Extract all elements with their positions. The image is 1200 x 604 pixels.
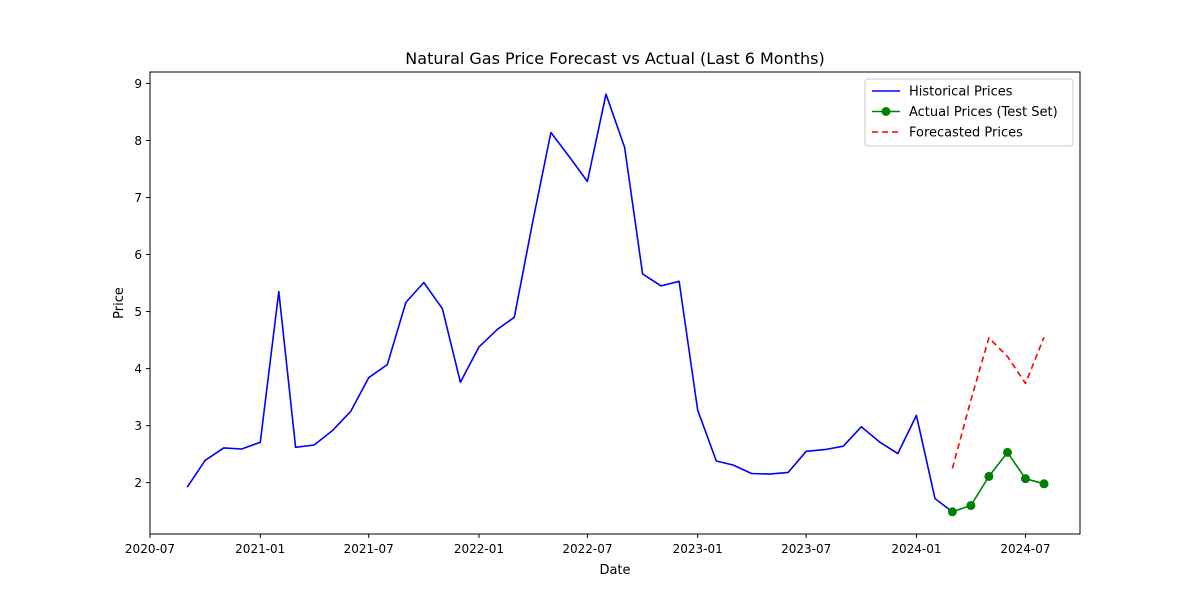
x-tick-label: 2021-07 <box>344 542 394 556</box>
y-tick-label: 5 <box>134 305 142 319</box>
series-0 <box>186 93 953 513</box>
series-line <box>952 451 1045 513</box>
x-tick-label: 2022-07 <box>562 542 612 556</box>
legend-label: Actual Prices (Test Set) <box>909 105 1058 120</box>
data-point <box>1039 479 1049 489</box>
x-tick-label: 2024-01 <box>891 542 941 556</box>
x-tick-label: 2022-01 <box>454 542 504 556</box>
legend: Historical Prices Actual Prices (Test Set… <box>864 78 1074 147</box>
data-point <box>947 507 957 517</box>
y-tick-label: 7 <box>134 191 142 205</box>
y-tick-label: 6 <box>134 248 142 262</box>
x-tick-label: 2021-01 <box>235 542 285 556</box>
x-tick-label: 2024-07 <box>1000 542 1050 556</box>
legend-item: Actual Prices (Test Set) <box>872 105 1058 120</box>
y-tick-label: 3 <box>134 419 142 433</box>
series-line <box>186 93 953 513</box>
series-1 <box>947 447 1049 517</box>
y-tick-label: 9 <box>134 77 142 91</box>
y-axis: 2 3 4 5 6 7 8 9 <box>134 77 150 490</box>
data-point <box>1020 474 1030 484</box>
y-tick-label: 4 <box>134 362 142 376</box>
series-line <box>951 336 1045 469</box>
legend-label: Historical Prices <box>909 85 1013 100</box>
series-2 <box>951 336 1045 469</box>
legend-item: Historical Prices <box>872 85 1013 100</box>
legend-marker <box>881 107 891 116</box>
axes-frame <box>149 71 1081 535</box>
x-tick-label: 2023-01 <box>673 542 723 556</box>
legend-item: Forecasted Prices <box>872 126 1023 141</box>
data-point <box>1002 447 1012 457</box>
x-tick-label: 2023-07 <box>781 542 831 556</box>
x-tick-label: 2020-07 <box>125 542 175 556</box>
y-axis-label: Price <box>112 287 127 319</box>
y-tick-label: 2 <box>134 476 142 490</box>
plot-area <box>186 93 1049 517</box>
legend-label: Forecasted Prices <box>909 126 1023 141</box>
x-axis: 2020-07 2021-01 2021-07 2022-01 2022-07 2023-… <box>125 534 1051 556</box>
data-point <box>984 471 994 481</box>
data-point <box>966 500 976 510</box>
x-axis-label: Date <box>599 563 630 578</box>
chart-title: Natural Gas Price Forecast vs Actual (La… <box>405 49 824 68</box>
y-tick-label: 8 <box>134 134 142 148</box>
legend-box <box>864 78 1074 147</box>
